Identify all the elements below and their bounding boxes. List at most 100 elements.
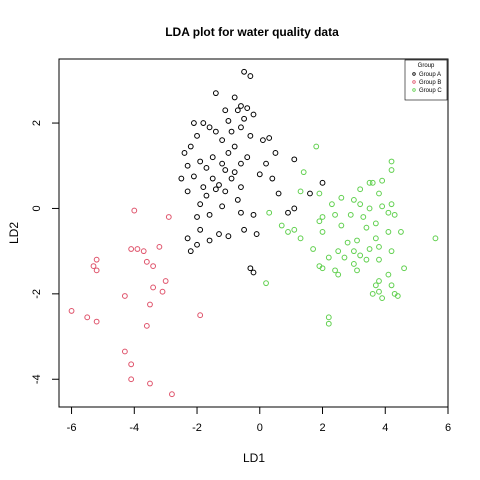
data-point bbox=[228, 175, 235, 182]
data-point bbox=[297, 235, 304, 242]
data-point bbox=[209, 175, 216, 182]
data-point bbox=[190, 120, 197, 126]
data-point bbox=[178, 175, 185, 182]
data-point bbox=[357, 201, 364, 208]
legend-marker bbox=[412, 72, 416, 76]
data-point bbox=[197, 312, 204, 319]
data-point bbox=[310, 246, 317, 252]
data-point bbox=[244, 105, 251, 112]
data-point bbox=[197, 226, 204, 233]
data-point bbox=[369, 290, 376, 297]
data-point bbox=[354, 237, 360, 244]
data-point bbox=[93, 267, 100, 274]
data-point bbox=[388, 282, 395, 289]
data-point bbox=[197, 158, 204, 165]
data-point bbox=[372, 282, 379, 289]
data-point bbox=[131, 207, 138, 214]
data-point bbox=[350, 261, 357, 267]
data-point bbox=[319, 229, 326, 235]
data-point bbox=[266, 209, 273, 216]
data-point bbox=[372, 220, 379, 227]
data-point bbox=[238, 124, 244, 131]
data-point bbox=[68, 308, 75, 314]
data-point bbox=[376, 288, 382, 295]
data-point bbox=[128, 246, 135, 252]
data-point bbox=[90, 263, 97, 269]
data-point bbox=[354, 267, 360, 274]
data-point bbox=[285, 229, 291, 235]
data-point bbox=[376, 278, 382, 284]
y-tick-label: 0 bbox=[31, 205, 43, 211]
data-point bbox=[385, 209, 392, 216]
data-point bbox=[394, 293, 401, 299]
data-point bbox=[216, 182, 222, 188]
data-point bbox=[219, 137, 226, 144]
data-point bbox=[319, 179, 326, 186]
data-point bbox=[169, 391, 175, 398]
data-point bbox=[84, 314, 91, 321]
data-point bbox=[187, 248, 194, 255]
data-point bbox=[206, 124, 213, 131]
data-point bbox=[319, 214, 326, 220]
data-point bbox=[143, 258, 150, 265]
data-point bbox=[341, 254, 348, 261]
data-point bbox=[140, 248, 147, 255]
data-point bbox=[338, 222, 345, 229]
data-point bbox=[238, 209, 244, 216]
data-point bbox=[147, 301, 153, 308]
data-point bbox=[369, 179, 376, 186]
data-point bbox=[225, 118, 232, 124]
x-tick-label: -2 bbox=[192, 422, 202, 434]
data-point bbox=[216, 231, 222, 237]
data-point bbox=[278, 222, 285, 229]
data-point bbox=[363, 224, 370, 231]
data-point bbox=[156, 243, 163, 250]
data-point bbox=[385, 271, 392, 278]
data-point bbox=[206, 211, 213, 218]
data-point bbox=[128, 376, 135, 383]
data-point bbox=[366, 246, 373, 252]
data-point bbox=[234, 197, 241, 203]
data-point bbox=[187, 143, 194, 150]
data-point bbox=[325, 314, 332, 321]
data-point bbox=[291, 205, 298, 212]
data-point bbox=[241, 115, 247, 122]
y-axis-label: LD2 bbox=[7, 222, 21, 244]
data-point bbox=[194, 214, 200, 220]
data-point bbox=[344, 239, 351, 246]
data-point bbox=[234, 107, 241, 114]
data-point bbox=[363, 256, 370, 263]
data-point bbox=[260, 137, 266, 144]
data-point bbox=[388, 167, 395, 173]
plot-area bbox=[58, 58, 449, 408]
data-point bbox=[200, 184, 207, 190]
data-point bbox=[313, 143, 320, 150]
data-point bbox=[225, 150, 232, 156]
x-tick-label: 4 bbox=[382, 422, 388, 434]
data-point bbox=[212, 186, 219, 193]
data-point bbox=[184, 235, 191, 242]
data-point bbox=[150, 263, 157, 269]
data-point bbox=[194, 132, 200, 139]
data-point bbox=[379, 177, 386, 184]
data-point bbox=[206, 237, 213, 244]
data-point bbox=[197, 201, 204, 208]
data-point bbox=[325, 320, 332, 327]
data-point bbox=[316, 218, 323, 225]
x-tick-label: 6 bbox=[445, 422, 451, 434]
data-point bbox=[263, 280, 269, 287]
data-point bbox=[231, 143, 238, 150]
data-point bbox=[244, 154, 251, 161]
data-point bbox=[291, 156, 298, 163]
legend: Group Group A Group B Group C bbox=[404, 59, 448, 101]
legend-entry-label: Group B bbox=[419, 80, 441, 86]
data-point bbox=[391, 211, 398, 218]
y-tick-label: -4 bbox=[31, 374, 43, 384]
legend-entry-label: Group A bbox=[419, 72, 441, 78]
data-point bbox=[329, 201, 335, 208]
data-point bbox=[360, 214, 367, 220]
data-point bbox=[388, 201, 395, 208]
data-point bbox=[398, 229, 404, 235]
data-point bbox=[347, 211, 354, 218]
data-point bbox=[338, 194, 345, 201]
